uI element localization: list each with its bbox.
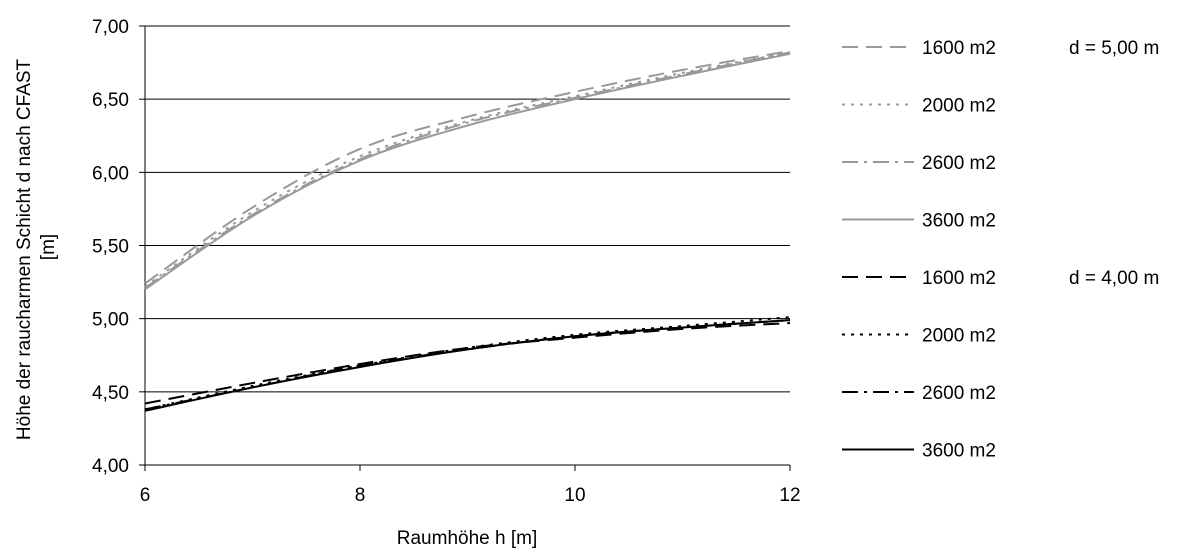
- series-line: [144, 51, 791, 289]
- y-tick-label: 4,50: [92, 383, 129, 404]
- x-tick-label: 10: [564, 485, 585, 506]
- legend-label: 3600 m2: [922, 441, 996, 462]
- x-axis-title: Raumhöhe h [m]: [397, 528, 537, 549]
- legend-label: 2000 m2: [922, 326, 996, 347]
- x-tick-label: 6: [140, 485, 151, 506]
- legend-label: 3600 m2: [922, 211, 996, 232]
- legend-label: 2600 m2: [922, 383, 996, 404]
- series-line: [144, 319, 791, 412]
- x-tick-label: 8: [355, 485, 366, 506]
- y-axis-title-line-2: [m]: [38, 234, 59, 260]
- legend-group-label: d = 5,00 m: [1069, 38, 1159, 59]
- series-line: [144, 319, 791, 411]
- tick-labels: 4,00 4,50 5,00 5,50 6,00 6,50 7,00 6 8 10 12: [92, 17, 801, 506]
- legend-label: 1600 m2: [922, 38, 996, 59]
- series-line: [144, 49, 791, 285]
- y-tick-label: 6,50: [92, 90, 129, 111]
- y-tick-label: 6,00: [92, 163, 129, 184]
- legend-label: 2600 m2: [922, 153, 996, 174]
- series-line: [144, 316, 791, 411]
- y-tick-label: 5,50: [92, 237, 129, 258]
- y-axis-title-line-1: Höhe der raucharmen Schicht d nach CFAST: [14, 58, 35, 440]
- y-axis-title: Höhe der raucharmen Schicht d nach CFAST…: [14, 54, 59, 440]
- legend-group-label: d = 4,00 m: [1069, 268, 1159, 289]
- series-lines: [144, 49, 791, 412]
- series-line: [144, 52, 791, 291]
- legend-label: 1600 m2: [922, 268, 996, 289]
- y-tick-label: 5,00: [92, 310, 129, 331]
- y-tick-label: 7,00: [92, 17, 129, 38]
- legend: 1600 m2 2000 m2 2600 m2 3600 m2 1600 m2 2000 …: [842, 38, 1159, 462]
- x-tick-label: 12: [779, 485, 800, 506]
- series-line: [144, 322, 791, 405]
- series-line: [144, 51, 791, 288]
- gridlines: [145, 25, 790, 393]
- axes: [139, 25, 791, 471]
- y-tick-label: 4,00: [92, 456, 129, 477]
- legend-label: 2000 m2: [922, 96, 996, 117]
